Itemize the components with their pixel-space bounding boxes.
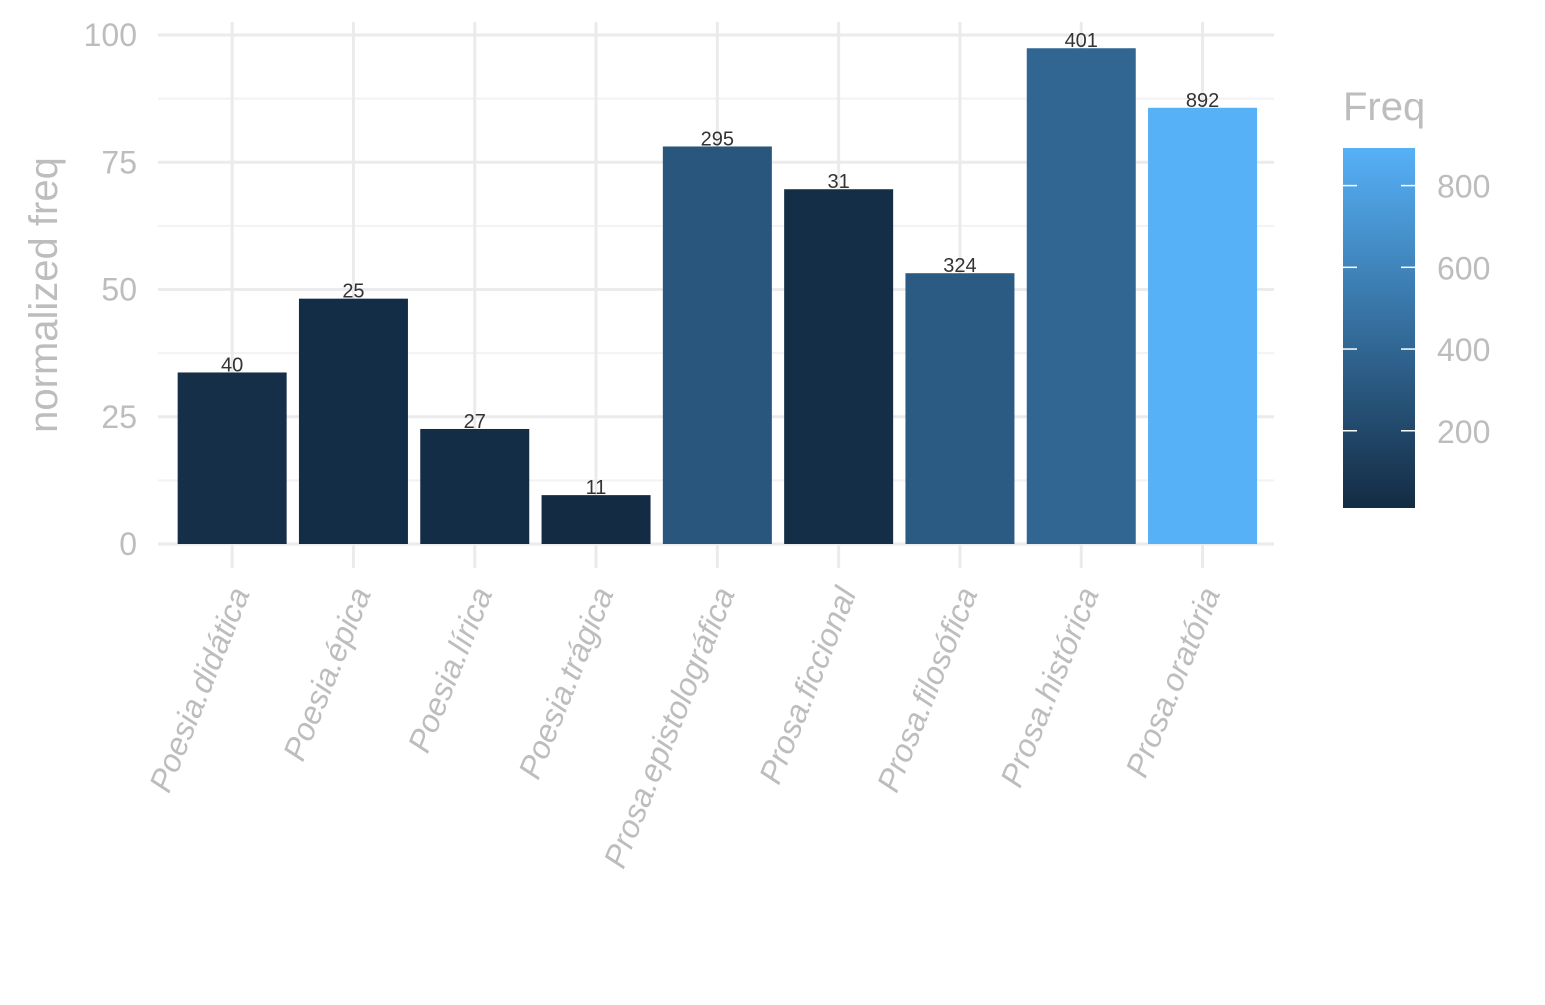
bar bbox=[1148, 107, 1258, 545]
bar-value-label: 324 bbox=[943, 255, 976, 277]
y-tick-label: 50 bbox=[101, 272, 137, 308]
legend-tick-label: 200 bbox=[1437, 414, 1490, 450]
bar bbox=[177, 372, 287, 544]
y-tick-label: 25 bbox=[101, 399, 137, 435]
bar bbox=[541, 495, 651, 544]
legend-tick-label: 800 bbox=[1437, 169, 1490, 205]
x-tick-label: Prosa.epistolográfica bbox=[597, 582, 742, 873]
x-tick-label: Prosa.oratória bbox=[1118, 582, 1227, 782]
bars bbox=[177, 48, 1258, 545]
bar-value-label: 31 bbox=[828, 171, 850, 193]
legend-ticks: 200 400 600 800 bbox=[1343, 169, 1490, 450]
bar bbox=[784, 189, 894, 545]
x-tick-label: Poesia.didática bbox=[142, 582, 257, 797]
bar bbox=[662, 146, 772, 544]
bar-value-label: 892 bbox=[1186, 90, 1219, 112]
legend-tick-label: 600 bbox=[1437, 250, 1490, 286]
x-tick-label: Prosa.ficcional bbox=[752, 581, 864, 788]
bar-value-label: 11 bbox=[586, 477, 607, 499]
x-tick-label: Prosa.histórica bbox=[993, 582, 1106, 792]
legend: Freq 200 400 600 800 bbox=[1343, 85, 1490, 508]
y-tick-label: 100 bbox=[84, 17, 137, 53]
x-tick-label: Poesia.trágica bbox=[511, 582, 620, 784]
x-tick-label: Prosa.filosófica bbox=[870, 582, 985, 797]
legend-colorbar bbox=[1343, 148, 1415, 508]
y-tick-label: 75 bbox=[101, 144, 137, 180]
x-tick-label: Poesia.lírica bbox=[401, 582, 500, 757]
bar-value-label: 27 bbox=[464, 411, 486, 433]
bar bbox=[298, 298, 408, 544]
bar-value-label: 295 bbox=[701, 128, 734, 150]
bar bbox=[905, 273, 1015, 544]
legend-title: Freq bbox=[1343, 85, 1425, 129]
legend-tick-label: 400 bbox=[1437, 332, 1490, 368]
y-axis: 0 25 50 75 100 bbox=[84, 17, 137, 562]
bar-value-label: 401 bbox=[1065, 30, 1098, 52]
y-axis-title: normalized freq bbox=[22, 157, 66, 433]
x-tick-label: Poesia.épica bbox=[276, 582, 378, 765]
bar-labels: 40 25 27 11 295 31 324 401 892 bbox=[221, 30, 1219, 499]
bar-value-label: 40 bbox=[221, 354, 243, 376]
bar bbox=[420, 428, 530, 544]
x-axis: Poesia.didática Poesia.épica Poesia.lírica… bbox=[142, 544, 1227, 873]
y-tick-label: 0 bbox=[119, 526, 137, 562]
bar bbox=[1026, 48, 1136, 544]
bar-value-label: 25 bbox=[342, 281, 364, 303]
